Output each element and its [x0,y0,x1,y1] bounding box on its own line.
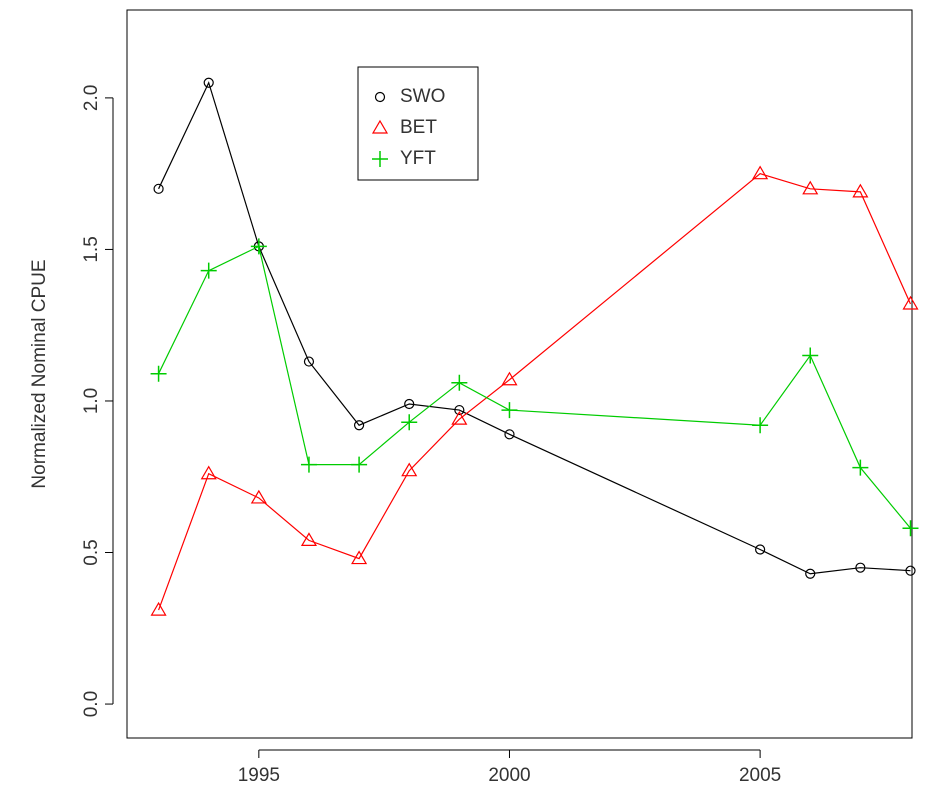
y-tick-label: 0.5 [81,539,102,565]
legend-marker [374,91,386,103]
x-tick-label: 1995 [238,765,280,786]
marker [902,295,919,310]
series [153,77,916,579]
series [150,238,919,537]
marker [805,568,816,579]
marker [755,544,766,555]
marker [454,404,465,416]
marker [404,398,415,410]
marker [150,601,167,616]
y-tick-label: 2.0 [81,85,102,111]
marker [752,417,769,434]
marker [150,365,167,382]
legend: SWO BET YFT [357,66,479,181]
marker [752,165,769,180]
y-tick-label: 1.0 [81,388,102,414]
y-axis-label: Normalized Nominal CPUE [29,259,50,488]
marker [153,183,164,194]
marker [203,77,214,88]
marker [802,180,819,195]
marker [501,371,518,386]
marker [905,565,916,576]
marker [902,520,919,537]
legend-label: BET [400,117,437,138]
marker [300,532,318,546]
y-tick-label: 1.5 [81,236,102,262]
legend-label: YFT [400,148,436,169]
marker [303,356,315,367]
marker [250,489,267,504]
marker [200,262,217,279]
marker [351,456,368,473]
marker [300,456,317,473]
marker [802,347,819,364]
plot-frame [126,9,913,739]
marker [855,562,866,573]
marker [504,429,515,440]
marker [250,238,267,255]
series-line [158,245,911,529]
marker [401,414,418,431]
marker [501,402,518,419]
marker [200,465,217,480]
legend-marker [372,151,388,167]
marker [852,183,869,198]
x-tick-label: 2000 [488,765,530,786]
y-tick-label: 0.0 [81,691,102,717]
series-line [158,81,911,575]
marker [401,462,418,477]
series-line [158,172,912,611]
legend-label: SWO [400,86,445,107]
marker [353,420,365,431]
marker [451,374,468,391]
marker [451,410,468,425]
x-tick-label: 2005 [739,765,781,786]
marker [852,459,869,476]
marker [351,550,368,565]
series [150,165,919,616]
legend-marker [371,119,389,134]
